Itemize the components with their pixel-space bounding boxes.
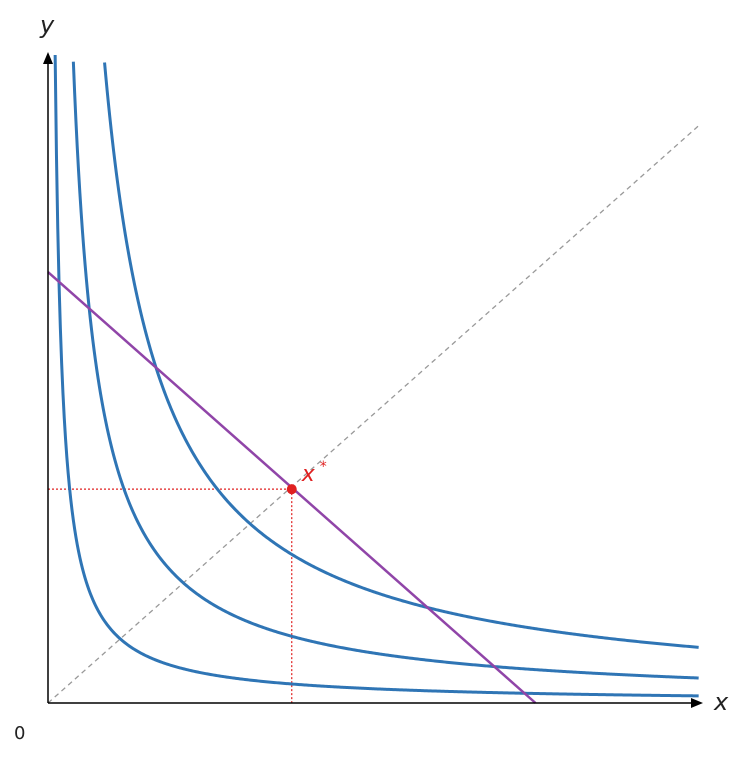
- indifference-curve-3: [103, 62, 699, 649]
- axes-layer: x y 0: [14, 11, 729, 744]
- optimum-point: [286, 484, 297, 495]
- origin-label: 0: [14, 723, 25, 744]
- optimum-layer: x *: [286, 459, 327, 495]
- x-axis-label: x: [713, 688, 729, 716]
- optimum-label-sup: *: [320, 459, 327, 475]
- diagonal-line: [47, 125, 699, 704]
- indifference-curve-2: [71, 61, 699, 680]
- optimum-label: x *: [301, 459, 327, 487]
- optimum-guides: [48, 488, 293, 703]
- diagonal-layer: [47, 125, 699, 704]
- curves-layer: [53, 54, 699, 698]
- y-axis-label: y: [39, 11, 55, 39]
- optimum-label-main: x: [301, 462, 316, 487]
- indifference-curve-1: [53, 54, 699, 698]
